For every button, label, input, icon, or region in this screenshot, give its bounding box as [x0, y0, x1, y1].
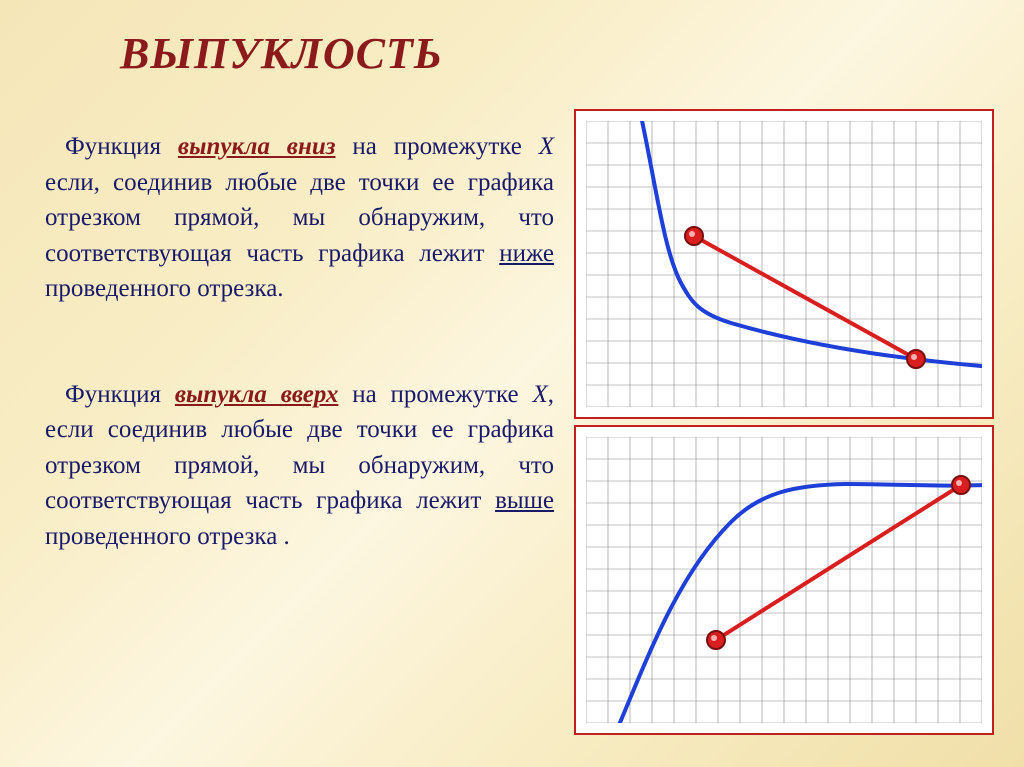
- paragraph-convex-up: Функция выпукла вверх на промежутке Х, е…: [45, 377, 554, 555]
- p1-uword: ниже: [499, 240, 554, 267]
- page-title: ВЫПУКЛОСТЬ: [120, 28, 994, 79]
- p2-lead: Функция: [65, 381, 161, 408]
- p2-keyword: выпукла вверх: [175, 381, 338, 408]
- p2-mid1: на промежутке: [352, 381, 518, 408]
- chart-convex-down: [574, 109, 994, 419]
- content-row: Функция выпукла вниз на промежутке Х есл…: [45, 109, 994, 737]
- p1-tail: проведенного отрезка.: [45, 275, 284, 302]
- p1-lead: Функция: [65, 133, 161, 160]
- p2-tail: проведенного отрезка .: [45, 523, 290, 550]
- text-column: Функция выпукла вниз на промежутке Х есл…: [45, 109, 554, 737]
- p1-mid1: на промежутке: [352, 133, 521, 160]
- chart2-svg: [586, 437, 982, 723]
- p2-var: Х: [532, 381, 547, 408]
- p1-var: Х: [539, 133, 554, 160]
- slide: ВЫПУКЛОСТЬ Функция выпукла вниз на проме…: [0, 0, 1024, 767]
- chart-column: [574, 109, 994, 737]
- chart1-svg: [586, 121, 982, 407]
- paragraph-convex-down: Функция выпукла вниз на промежутке Х есл…: [45, 129, 554, 307]
- p2-uword: выше: [495, 487, 554, 514]
- p1-mid2: если, соединив любые две точки ее график…: [45, 169, 554, 267]
- p1-keyword: выпукла вниз: [178, 133, 336, 160]
- chart-convex-up: [574, 425, 994, 735]
